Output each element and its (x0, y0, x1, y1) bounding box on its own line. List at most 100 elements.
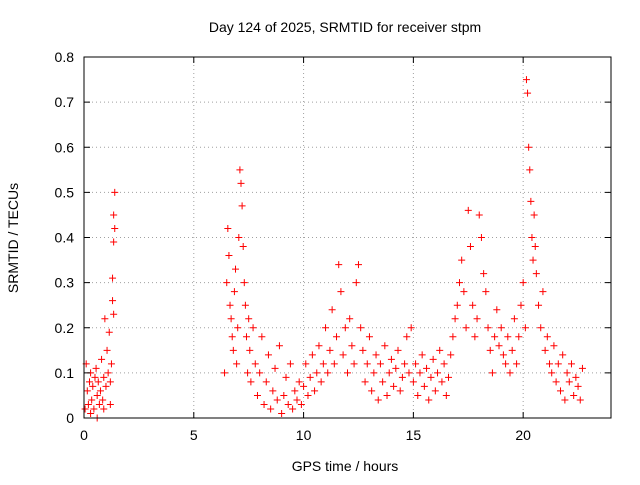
data-point (286, 360, 294, 368)
data-point (398, 373, 406, 381)
data-point (416, 369, 424, 377)
y-tick-label: 0.1 (55, 365, 75, 381)
y-tick-label: 0.8 (55, 49, 75, 65)
y-tick-label: 0.7 (55, 94, 75, 110)
data-point (230, 288, 238, 296)
data-point (524, 89, 532, 97)
data-point (84, 400, 92, 408)
data-point (469, 301, 477, 309)
x-tick-label: 5 (190, 427, 198, 443)
y-tick-label: 0 (66, 410, 74, 426)
data-point (519, 279, 527, 287)
data-point (546, 360, 554, 368)
data-point (262, 378, 270, 386)
x-tick-label: 10 (296, 427, 312, 443)
data-point (302, 360, 310, 368)
data-point (359, 346, 367, 354)
data-point (561, 396, 569, 404)
data-point (273, 396, 281, 404)
data-point (103, 346, 111, 354)
data-point (311, 387, 319, 395)
data-point (244, 369, 252, 377)
data-point (383, 391, 391, 399)
data-point (420, 382, 428, 390)
data-point (567, 360, 575, 368)
data-point (521, 324, 529, 332)
data-point (552, 378, 560, 386)
data-point (233, 360, 241, 368)
data-point (308, 351, 316, 359)
data-point (221, 369, 229, 377)
data-point (427, 373, 435, 381)
data-point (385, 369, 393, 377)
data-point (264, 351, 272, 359)
data-point (93, 391, 101, 399)
data-point (497, 324, 505, 332)
data-point (460, 288, 468, 296)
data-point (401, 360, 409, 368)
data-point (559, 351, 567, 359)
data-point (574, 382, 582, 390)
data-point (224, 224, 232, 232)
data-point (354, 261, 362, 269)
data-point (245, 315, 253, 323)
data-point (365, 333, 373, 341)
data-point (493, 306, 501, 314)
data-point (556, 387, 564, 395)
data-point (537, 324, 545, 332)
data-point (87, 409, 95, 417)
data-point (502, 360, 510, 368)
data-point (249, 324, 257, 332)
x-tick-label: 20 (515, 427, 531, 443)
data-point (462, 324, 470, 332)
data-point (414, 391, 422, 399)
data-point (451, 315, 459, 323)
data-point (280, 391, 288, 399)
data-point (335, 261, 343, 269)
data-point (372, 351, 380, 359)
data-point (352, 279, 360, 287)
data-point (241, 301, 249, 309)
data-point (528, 234, 536, 241)
data-point (539, 288, 547, 296)
data-point (107, 360, 115, 368)
data-point (333, 333, 341, 341)
data-point (235, 234, 243, 241)
data-point (531, 243, 539, 251)
data-point (253, 391, 261, 399)
data-point (506, 369, 514, 377)
x-tick-label: 0 (80, 427, 88, 443)
data-point (363, 360, 371, 368)
data-point (530, 211, 538, 219)
data-point (278, 409, 286, 417)
data-point (348, 342, 356, 350)
data-point (102, 382, 110, 390)
data-point (434, 369, 442, 377)
data-point (226, 301, 234, 309)
data-point (275, 342, 283, 350)
data-point (488, 369, 496, 377)
y-tick-label: 0.3 (55, 275, 75, 291)
data-point (387, 355, 395, 363)
data-point (109, 274, 117, 282)
data-point (91, 373, 99, 381)
data-point (232, 265, 240, 273)
data-point (341, 324, 349, 332)
x-axis-label: GPS time / hours (292, 458, 399, 474)
data-point (234, 324, 242, 332)
y-tick-label: 0.2 (55, 320, 75, 336)
data-point (510, 315, 518, 323)
data-point (289, 405, 297, 413)
data-point (529, 256, 537, 264)
data-point (300, 382, 308, 390)
data-point (455, 279, 463, 287)
data-point (330, 360, 338, 368)
data-point (572, 373, 580, 381)
data-point (412, 360, 420, 368)
data-point (328, 306, 336, 314)
data-point (535, 301, 543, 309)
data-point (322, 324, 330, 332)
data-point (405, 369, 413, 377)
